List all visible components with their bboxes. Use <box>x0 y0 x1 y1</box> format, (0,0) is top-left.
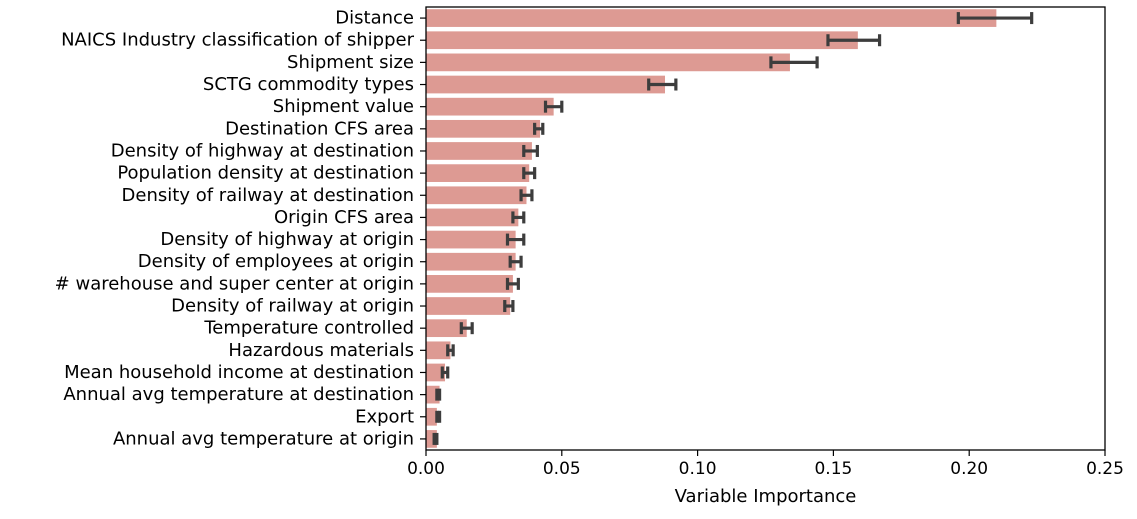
category-label: Density of employees at origin <box>138 251 414 272</box>
error-bar <box>522 167 537 180</box>
bars-group <box>426 9 997 448</box>
bar <box>426 297 511 315</box>
error-bar <box>511 211 526 224</box>
category-label: Density of highway at destination <box>111 140 414 161</box>
bar <box>426 275 513 293</box>
error-bar <box>432 432 439 445</box>
category-label: SCTG commodity types <box>203 74 414 95</box>
x-tick-label: 0.05 <box>543 459 581 479</box>
category-label: Distance <box>335 8 414 29</box>
x-tick-label: 0.20 <box>950 459 988 479</box>
category-label: Hazardous materials <box>228 340 414 361</box>
category-label: Destination CFS area <box>225 118 414 139</box>
category-label: Density of railway at destination <box>122 185 414 206</box>
error-bar <box>956 12 1034 25</box>
bar <box>426 97 554 116</box>
error-bar <box>440 366 450 379</box>
error-bar <box>522 144 539 157</box>
category-label: Annual avg temperature at origin <box>113 428 414 449</box>
error-bar <box>459 322 474 335</box>
bar <box>426 319 467 338</box>
category-label: NAICS Industry classification of shipper <box>61 30 414 51</box>
bar <box>426 164 530 182</box>
error-bar <box>647 78 678 91</box>
error-bar <box>769 56 819 69</box>
bar <box>426 142 532 160</box>
error-bar <box>435 410 442 423</box>
bar <box>426 252 516 271</box>
x-tick-label: 0.00 <box>407 459 445 479</box>
x-tick-label: 0.15 <box>814 459 852 479</box>
error-bar <box>543 100 564 113</box>
bar <box>426 186 527 205</box>
bar <box>426 341 451 360</box>
error-bar <box>533 122 545 135</box>
category-label: Annual avg temperature at destination <box>63 384 414 405</box>
category-label: Population density at destination <box>117 163 414 184</box>
error-bar <box>826 34 882 47</box>
error-bar <box>505 277 520 290</box>
category-label: Density of railway at origin <box>171 296 414 317</box>
category-label: Mean household income at destination <box>64 362 414 383</box>
x-ticks-group: 0.00 0.05 0.10 0.15 0.20 0.25 <box>407 450 1124 479</box>
bar <box>426 75 666 94</box>
error-bar <box>435 388 442 401</box>
bar <box>426 407 437 426</box>
x-tick-label: 0.25 <box>1086 459 1124 479</box>
category-label: Temperature controlled <box>203 318 414 339</box>
error-bar <box>505 233 526 246</box>
error-bars-group <box>432 12 1034 445</box>
category-label: # warehouse and super center at origin <box>55 273 414 294</box>
bar <box>426 230 516 249</box>
bar <box>426 430 437 448</box>
x-axis-title: Variable Importance <box>675 486 857 507</box>
category-label: Shipment size <box>287 52 414 73</box>
x-tick-label: 0.10 <box>679 459 717 479</box>
bar <box>426 31 858 50</box>
error-bar <box>519 189 534 202</box>
bar <box>426 9 997 27</box>
category-label: Export <box>355 406 414 427</box>
bar <box>426 208 519 227</box>
error-bar <box>503 300 515 313</box>
category-label: Density of highway at origin <box>160 229 414 250</box>
plot-frame <box>425 6 1106 451</box>
error-bar <box>446 344 455 357</box>
category-label: Shipment value <box>273 96 414 117</box>
category-label: Origin CFS area <box>274 207 414 228</box>
error-bar <box>508 255 523 268</box>
bar <box>426 119 541 138</box>
bar <box>426 363 446 382</box>
bar <box>426 53 790 72</box>
